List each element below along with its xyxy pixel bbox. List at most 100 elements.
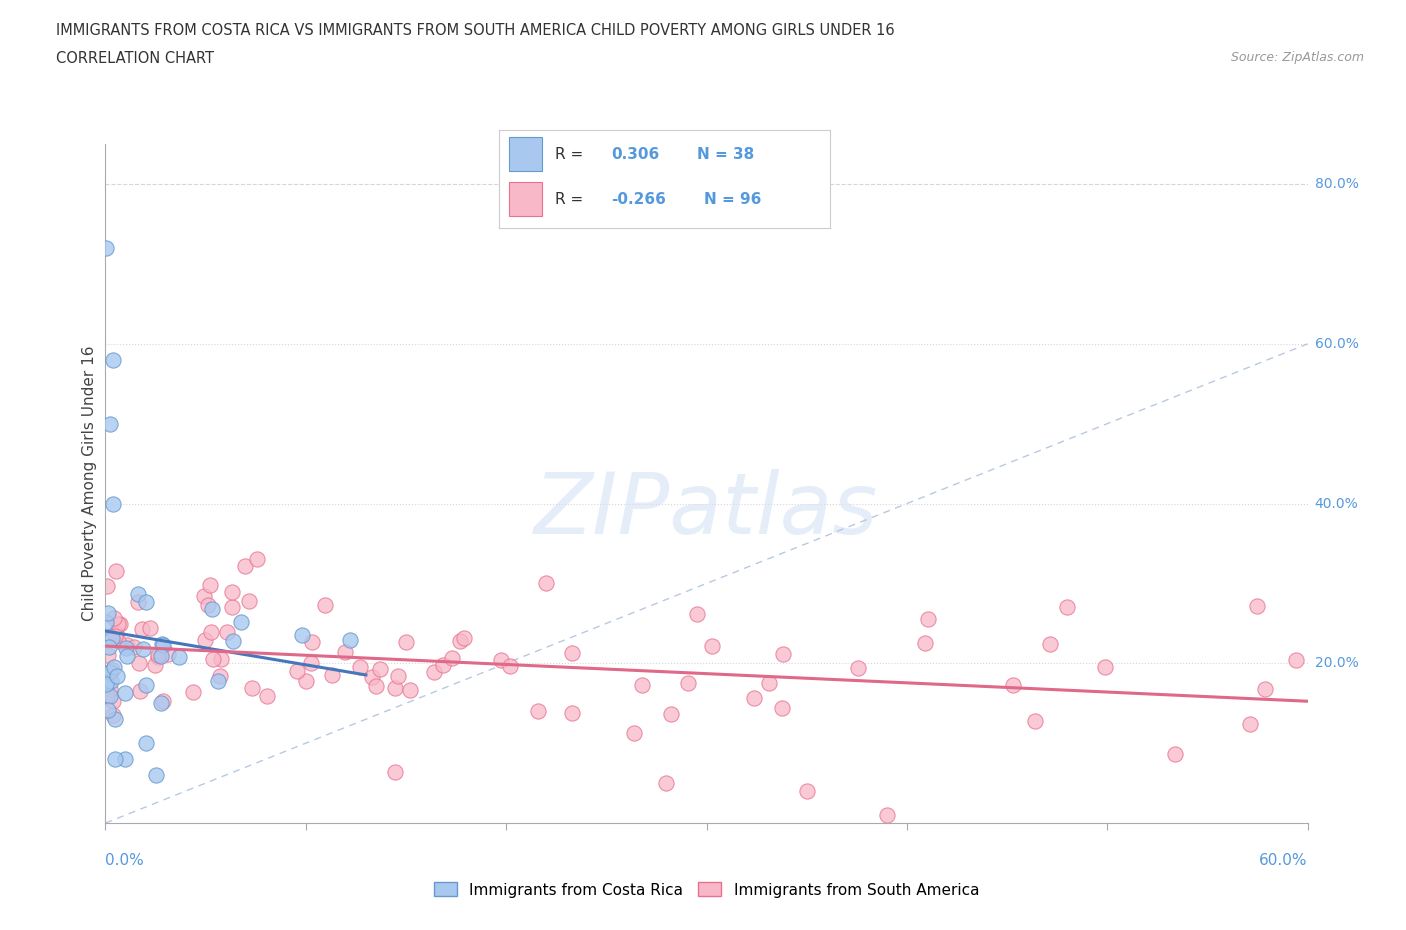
Point	[101, 663, 124, 678]
Point	[321, 668, 343, 683]
Point	[152, 694, 174, 709]
Point	[94, 677, 117, 692]
Point	[1164, 746, 1187, 761]
Point	[499, 658, 522, 673]
Point	[194, 632, 217, 647]
Bar	[509, 137, 543, 171]
Point	[1002, 677, 1025, 692]
Point	[201, 652, 224, 667]
Point	[527, 704, 550, 719]
Point	[129, 684, 152, 698]
Point	[143, 658, 166, 672]
Text: R =: R =	[555, 147, 583, 162]
Point	[758, 675, 780, 690]
Point	[100, 688, 122, 703]
Point	[1239, 717, 1261, 732]
Point	[1094, 659, 1116, 674]
Point	[96, 241, 118, 256]
Text: -0.266: -0.266	[612, 192, 666, 207]
Point	[770, 700, 793, 715]
Point	[655, 776, 678, 790]
Point	[561, 645, 583, 660]
Point	[221, 585, 243, 600]
Text: CORRELATION CHART: CORRELATION CHART	[56, 51, 214, 66]
Point	[301, 635, 323, 650]
Bar	[509, 182, 543, 216]
Point	[1024, 713, 1046, 728]
Point	[107, 633, 129, 648]
Point	[101, 631, 124, 646]
Y-axis label: Child Poverty Among Girls Under 16: Child Poverty Among Girls Under 16	[82, 346, 97, 621]
Point	[96, 578, 118, 593]
Point	[238, 593, 260, 608]
Point	[135, 677, 157, 692]
Text: IMMIGRANTS FROM COSTA RICA VS IMMIGRANTS FROM SOUTH AMERICA CHILD POVERTY AMONG : IMMIGRANTS FROM COSTA RICA VS IMMIGRANTS…	[56, 23, 894, 38]
Point	[103, 611, 125, 626]
Text: N = 96: N = 96	[704, 192, 762, 207]
Point	[440, 650, 463, 665]
Point	[127, 587, 149, 602]
Point	[132, 642, 155, 657]
Point	[387, 669, 409, 684]
Point	[115, 641, 138, 656]
Point	[772, 646, 794, 661]
Point	[285, 664, 308, 679]
Point	[453, 631, 475, 646]
Point	[103, 352, 125, 367]
Point	[449, 633, 471, 648]
Point	[193, 588, 215, 603]
Point	[103, 659, 125, 674]
Point	[1284, 653, 1306, 668]
Point	[561, 706, 583, 721]
Point	[114, 685, 136, 700]
Point	[217, 625, 239, 640]
Point	[423, 664, 446, 679]
Point	[314, 598, 336, 613]
Point	[700, 639, 723, 654]
Point	[104, 751, 127, 766]
Point	[135, 736, 157, 751]
Point	[104, 629, 127, 644]
Point	[98, 639, 121, 654]
Point	[146, 647, 169, 662]
Point	[96, 615, 118, 630]
Point	[157, 646, 180, 661]
Point	[221, 600, 243, 615]
Point	[366, 679, 388, 694]
Point	[368, 661, 391, 676]
Text: ZIPatlas: ZIPatlas	[534, 470, 879, 552]
Point	[299, 655, 322, 670]
Point	[399, 683, 422, 698]
Text: 60.0%: 60.0%	[1315, 337, 1358, 351]
Point	[197, 598, 219, 613]
Point	[150, 637, 173, 652]
Point	[914, 636, 936, 651]
Point	[139, 621, 162, 636]
Point	[150, 696, 173, 711]
Point	[384, 680, 406, 695]
Point	[201, 601, 224, 616]
Point	[221, 633, 243, 648]
Point	[100, 664, 122, 679]
Point	[256, 688, 278, 703]
Point	[108, 617, 131, 631]
Point	[98, 682, 121, 697]
Legend: Immigrants from Costa Rica, Immigrants from South America: Immigrants from Costa Rica, Immigrants f…	[427, 876, 986, 904]
Point	[97, 647, 120, 662]
Text: 20.0%: 20.0%	[1315, 657, 1358, 671]
Point	[114, 751, 136, 766]
Point	[97, 606, 120, 621]
Point	[1056, 600, 1078, 615]
Point	[105, 627, 128, 642]
Point	[127, 594, 149, 609]
Point	[742, 690, 765, 705]
Point	[796, 784, 818, 799]
Point	[105, 669, 128, 684]
Point	[100, 673, 122, 688]
Point	[145, 767, 167, 782]
Text: Source: ZipAtlas.com: Source: ZipAtlas.com	[1230, 51, 1364, 64]
Point	[104, 711, 127, 726]
Point	[200, 625, 222, 640]
Point	[167, 650, 190, 665]
Point	[198, 578, 221, 592]
